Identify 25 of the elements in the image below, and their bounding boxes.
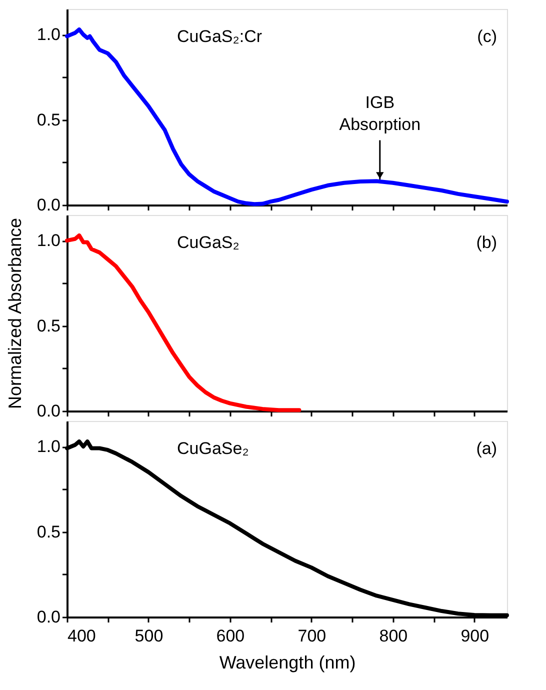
y-tick-label: 0.0	[36, 608, 60, 626]
y-axis-title: Normalized Absorbance	[4, 218, 25, 410]
y-tick-label: 0.5	[36, 316, 60, 336]
annotation: CuGaS₂:Cr	[177, 27, 262, 46]
annotation: (c)	[477, 27, 497, 46]
x-tick-label: 900	[460, 626, 490, 646]
x-tick-label: 400	[68, 626, 96, 646]
annotation: (b)	[476, 233, 497, 252]
y-tick-label: 1.0	[36, 231, 60, 250]
line-series	[65, 233, 302, 412]
annotation: CuGaSe₂	[177, 439, 249, 458]
x-axis-title: Wavelength (nm)	[219, 652, 356, 672]
annotation: (a)	[476, 439, 497, 458]
x-tick-label: 800	[379, 626, 408, 646]
x-tick-label: 500	[134, 626, 164, 646]
annotation: CuGaS₂	[177, 233, 240, 252]
y-tick-label: 0.0	[36, 196, 60, 214]
y-tick-label: 0.5	[36, 110, 60, 130]
y-tick-label: 0.5	[36, 522, 60, 542]
y-tick-label: 1.0	[36, 25, 60, 44]
y-tick-label: 1.0	[36, 437, 60, 456]
x-tick-label: 600	[216, 626, 245, 646]
x-tick-label: 700	[298, 626, 326, 646]
annotation: IGB Absorption	[339, 93, 421, 134]
y-tick-label: 0.0	[36, 402, 60, 420]
